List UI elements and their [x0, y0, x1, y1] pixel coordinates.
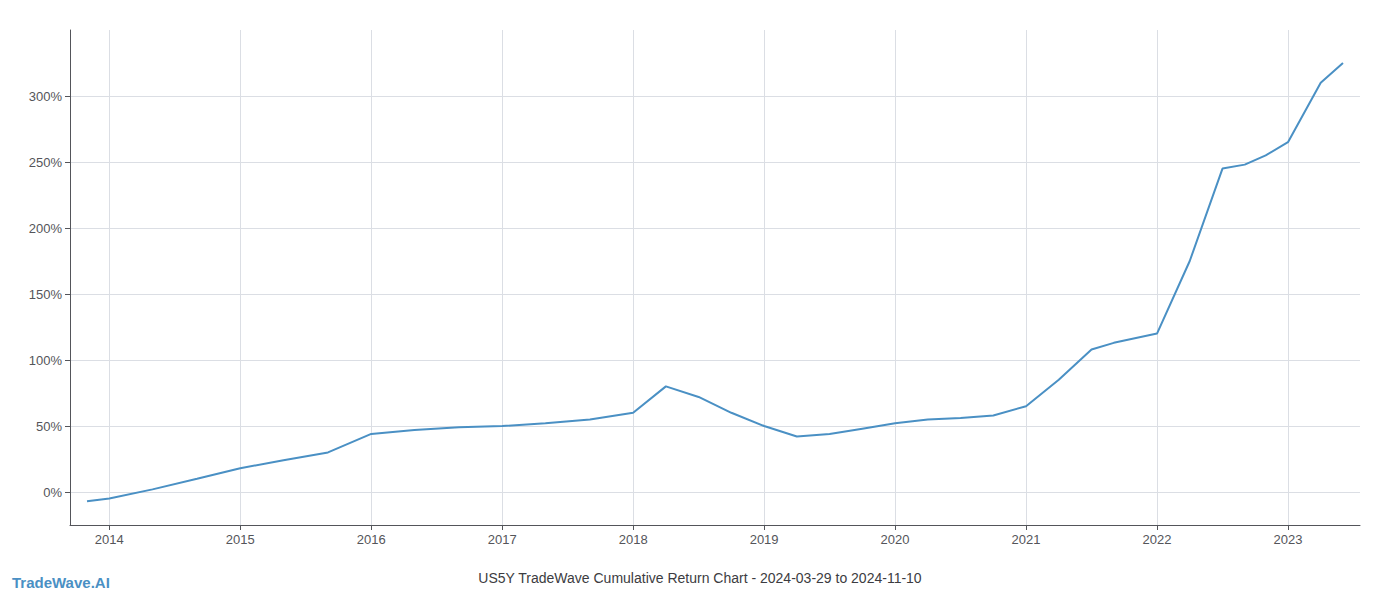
- svg-text:TradeWave.AI: TradeWave.AI: [12, 574, 110, 591]
- svg-text:2023: 2023: [1274, 532, 1303, 547]
- svg-text:2019: 2019: [750, 532, 779, 547]
- svg-text:100%: 100%: [29, 353, 63, 368]
- svg-text:2021: 2021: [1012, 532, 1041, 547]
- svg-text:250%: 250%: [29, 155, 63, 170]
- svg-text:2018: 2018: [619, 532, 648, 547]
- svg-text:200%: 200%: [29, 221, 63, 236]
- svg-text:2015: 2015: [226, 532, 255, 547]
- svg-text:US5Y TradeWave Cumulative Retu: US5Y TradeWave Cumulative Return Chart -…: [478, 570, 922, 586]
- svg-text:300%: 300%: [29, 89, 63, 104]
- svg-text:2016: 2016: [357, 532, 386, 547]
- svg-text:50%: 50%: [36, 419, 62, 434]
- svg-text:2014: 2014: [95, 532, 124, 547]
- svg-text:150%: 150%: [29, 287, 63, 302]
- svg-text:2022: 2022: [1143, 532, 1172, 547]
- svg-text:2020: 2020: [881, 532, 910, 547]
- svg-text:0%: 0%: [43, 485, 62, 500]
- svg-text:2017: 2017: [488, 532, 517, 547]
